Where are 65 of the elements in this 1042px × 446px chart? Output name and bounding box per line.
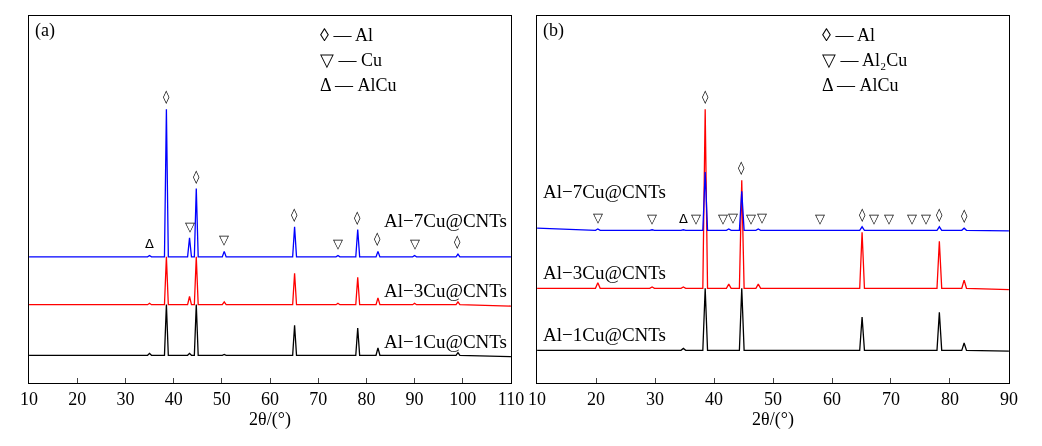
annotation: ◊ <box>163 89 170 105</box>
series-label: Al−7Cu@CNTs <box>543 181 666 202</box>
x-tick-label: 50 <box>764 389 783 410</box>
annotation: ▽ <box>728 210 738 225</box>
annotation: ▽ <box>333 236 343 251</box>
annotation: ▽ <box>815 211 825 226</box>
series-label: Al−1Cu@CNTs <box>543 324 666 345</box>
series-label: Al−3Cu@CNTs <box>543 262 666 283</box>
x-tick-label: 10 <box>528 389 547 410</box>
annotation: ◊ <box>702 89 709 105</box>
x-tick-label: 80 <box>357 389 376 410</box>
x-tick-label: 100 <box>449 389 477 410</box>
x-tick-label: 110 <box>497 389 525 410</box>
x-tick-label: 90 <box>405 389 424 410</box>
annotation: ▽ <box>593 210 603 225</box>
x-tick-label: 50 <box>212 389 231 410</box>
text: ◊ — Al <box>822 25 875 45</box>
x-tick-label: 30 <box>116 389 135 410</box>
annotation: ▽ <box>921 211 931 226</box>
annotation: ◊ <box>193 169 200 185</box>
text: ▽ — Al₂Cu <box>822 50 908 70</box>
annotation: ◊ <box>961 208 968 224</box>
annotation: ▽ <box>907 211 917 226</box>
x-tick-label: 40 <box>705 389 724 410</box>
annotation: ◊ <box>738 160 745 176</box>
x-tick-label: 60 <box>261 389 280 410</box>
x-tick-label: 60 <box>823 389 841 410</box>
x-axis-title: 2θ/(°) <box>249 409 291 431</box>
x-tick-label: 20 <box>587 389 606 410</box>
annotation: ▽ <box>884 211 894 226</box>
annotation: ◊ <box>291 207 298 223</box>
annotation: ▽ <box>757 210 767 225</box>
x-tick-label: 70 <box>881 389 900 410</box>
text: ▽ — Cu <box>320 50 383 70</box>
x-axis-title: 2θ/(°) <box>752 409 794 431</box>
annotation: ◊ <box>374 231 381 247</box>
annotation: ▽ <box>219 232 229 247</box>
x-tick-label: 10 <box>20 389 39 410</box>
series-label: Al−1Cu@CNTs <box>384 331 507 352</box>
x-tick-label: 30 <box>646 389 665 410</box>
x-tick-label: 70 <box>309 389 328 410</box>
annotation: ◊ <box>936 207 943 223</box>
annotation: Δ <box>145 236 154 251</box>
annotation: ▽ <box>647 211 657 226</box>
annotation: ◊ <box>354 210 361 226</box>
annotation: ▽ <box>410 236 420 251</box>
text: Δ — AlCu <box>822 75 899 95</box>
annotation: ◊ <box>454 234 461 250</box>
x-tick-label: 40 <box>164 389 183 410</box>
series-label: Al−7Cu@CNTs <box>384 210 507 231</box>
chart-title: (b) <box>543 20 564 41</box>
x-tick-label: 80 <box>940 389 959 410</box>
text: ◊ — Al <box>320 25 373 45</box>
annotation: Δ <box>679 211 688 226</box>
annotation: ◊ <box>859 207 866 223</box>
annotation: ▽ <box>869 211 879 226</box>
annotation: ▽ <box>746 211 756 226</box>
annotation: ▽ <box>185 219 195 234</box>
series-label: Al−3Cu@CNTs <box>384 280 507 301</box>
chart-title: (a) <box>35 20 55 41</box>
x-tick-label: 90 <box>999 389 1018 410</box>
annotation: ▽ <box>718 211 728 226</box>
text: Δ — AlCu <box>320 75 397 95</box>
annotation: ▽ <box>691 211 701 226</box>
x-tick-label: 20 <box>68 389 87 410</box>
